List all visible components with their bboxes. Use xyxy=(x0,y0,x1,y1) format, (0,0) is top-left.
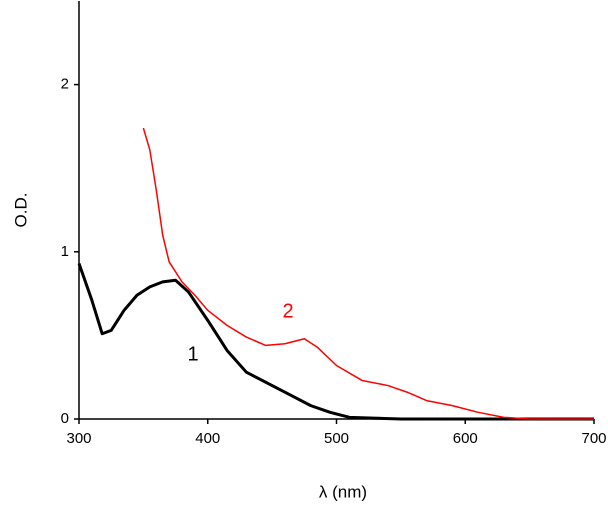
x-axis-label: λ (nm) xyxy=(319,482,367,501)
x-tick-label: 600 xyxy=(453,430,478,447)
x-tick-label: 500 xyxy=(324,430,349,447)
series-label: 1 xyxy=(187,343,198,365)
line-series xyxy=(142,127,594,420)
y-tick-label: 2 xyxy=(61,76,69,93)
x-tick-label: 300 xyxy=(66,430,91,447)
x-tick-label: 400 xyxy=(195,430,220,447)
y-axis-label: O.D. xyxy=(11,193,30,228)
y-tick-label: 0 xyxy=(61,410,69,427)
x-tick-label: 700 xyxy=(581,430,606,447)
line-series xyxy=(77,263,594,421)
y-tick-label: 1 xyxy=(61,243,69,260)
series-label: 2 xyxy=(282,300,293,322)
